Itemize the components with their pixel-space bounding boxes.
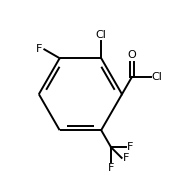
Text: F: F [108, 163, 114, 174]
Text: Cl: Cl [96, 30, 107, 40]
Text: Cl: Cl [152, 72, 163, 82]
Text: F: F [36, 44, 43, 54]
Text: O: O [127, 51, 136, 61]
Text: F: F [123, 153, 129, 163]
Text: F: F [127, 142, 133, 152]
